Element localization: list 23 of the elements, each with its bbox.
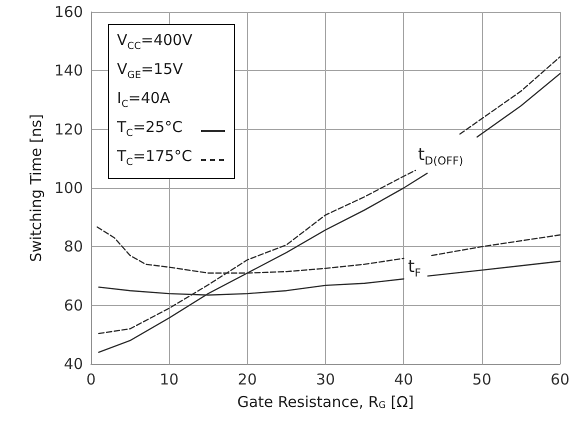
y-tick-label: 60 xyxy=(64,296,83,314)
x-tick-label: 30 xyxy=(316,370,336,388)
annotation: I$_{C}$=40A xyxy=(117,88,170,112)
annotation: t$_{F}$ xyxy=(408,257,422,282)
annotation: t$_{D(OFF)}$ xyxy=(418,145,464,170)
x-tick-label: 60 xyxy=(550,370,570,388)
y-axis-title: Switching Time [ns] xyxy=(26,114,45,262)
x-axis-title: Gate Resistance, RG [Ω] xyxy=(237,392,414,411)
x-tick-label: 10 xyxy=(160,370,179,388)
y-tick-label: 100 xyxy=(54,179,83,197)
x-tick-label: 20 xyxy=(238,370,257,388)
x-tick-label: 40 xyxy=(394,370,414,388)
y-tick-label: 40 xyxy=(64,355,83,373)
legend-label: T$_{C}$=175°C xyxy=(117,146,192,170)
x-tick-label: 50 xyxy=(472,370,492,388)
annotation: V$_{GE}$=15V xyxy=(117,59,183,83)
y-tick-label: 140 xyxy=(54,62,83,80)
x-tick-label: 0 xyxy=(86,370,96,388)
legend-label: T$_{C}$=25°C xyxy=(117,117,183,141)
y-tick-label: 160 xyxy=(54,3,83,21)
y-tick-label: 80 xyxy=(64,238,83,256)
annotation: V$_{CC}$=400V xyxy=(117,30,192,54)
y-tick-label: 120 xyxy=(54,120,83,138)
